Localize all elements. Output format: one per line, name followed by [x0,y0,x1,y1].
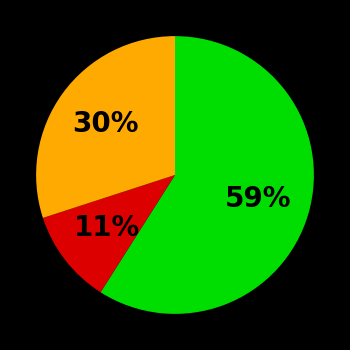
Text: 59%: 59% [224,185,291,213]
Wedge shape [36,36,175,218]
Wedge shape [43,175,175,292]
Text: 30%: 30% [72,110,139,138]
Text: 11%: 11% [74,214,140,242]
Wedge shape [100,36,314,314]
